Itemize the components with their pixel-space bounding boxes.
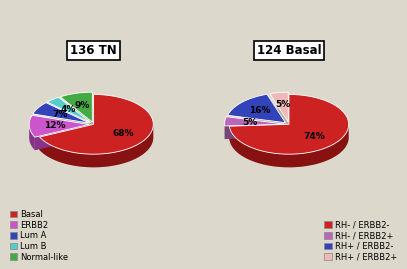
Text: 74%: 74% — [303, 132, 325, 141]
Polygon shape — [60, 92, 92, 122]
Polygon shape — [230, 124, 349, 167]
Polygon shape — [228, 94, 285, 123]
Polygon shape — [39, 124, 94, 150]
Text: 5%: 5% — [242, 118, 257, 127]
Polygon shape — [29, 115, 89, 137]
Legend: RH- / ERBB2-, RH- / ERBB2+, RH+ / ERBB2-, RH+ / ERBB2+: RH- / ERBB2-, RH- / ERBB2+, RH+ / ERBB2-… — [321, 217, 401, 265]
Polygon shape — [29, 124, 35, 150]
Text: 124 Basal: 124 Basal — [257, 44, 321, 57]
Legend: Basal, ERBB2, Lum A, Lum B, Normal-like: Basal, ERBB2, Lum A, Lum B, Normal-like — [6, 207, 72, 265]
Polygon shape — [47, 97, 91, 122]
Ellipse shape — [34, 108, 153, 167]
Text: 5%: 5% — [275, 100, 291, 109]
Text: 12%: 12% — [44, 121, 65, 130]
Polygon shape — [270, 92, 288, 122]
Text: 136 TN: 136 TN — [70, 44, 117, 57]
Polygon shape — [230, 94, 349, 154]
Polygon shape — [225, 117, 284, 126]
Text: 7%: 7% — [52, 110, 68, 119]
Text: 68%: 68% — [112, 129, 133, 138]
Polygon shape — [39, 125, 153, 167]
Polygon shape — [225, 124, 284, 139]
Polygon shape — [35, 125, 89, 150]
Polygon shape — [39, 94, 153, 154]
Text: 16%: 16% — [249, 106, 271, 115]
Polygon shape — [33, 103, 90, 123]
Ellipse shape — [229, 108, 349, 167]
Polygon shape — [230, 124, 289, 139]
Text: 9%: 9% — [75, 101, 90, 110]
Text: 4%: 4% — [61, 105, 76, 114]
